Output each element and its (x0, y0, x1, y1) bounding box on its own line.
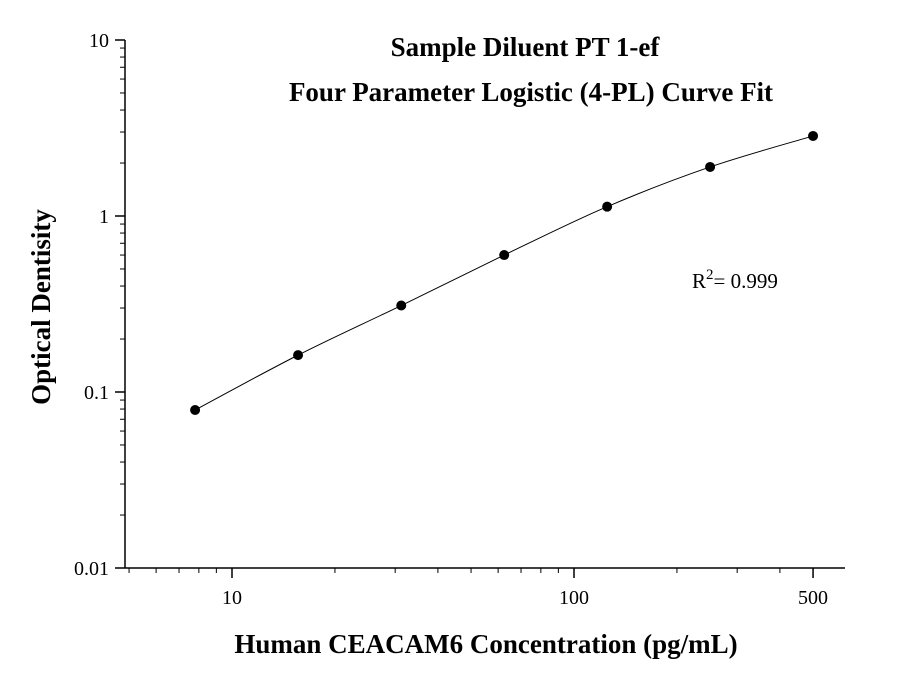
plot-frame (124, 40, 845, 569)
y-axis-label: Optical Dentisity (26, 209, 56, 405)
data-point (293, 350, 304, 361)
r-squared-value: = 0.999 (714, 269, 778, 293)
r-squared-prefix: R (692, 269, 706, 293)
chart-title-line-2: Four Parameter Logistic (4-PL) Curve Fit (289, 77, 773, 107)
data-point (602, 201, 613, 212)
y-tick-label: 1 (99, 206, 109, 228)
data-point (396, 300, 407, 311)
r-squared-superscript: 2 (706, 267, 714, 283)
y-tick-label: 10 (89, 30, 109, 52)
data-point (808, 130, 819, 141)
chart-title: Sample Diluent PT 1-ef Four Parameter Lo… (289, 32, 773, 107)
data-point (705, 161, 716, 172)
x-tick-label: 100 (559, 587, 589, 609)
x-axis-ticks: 10 100 500 (128, 568, 828, 609)
x-tick-label: 10 (222, 587, 242, 609)
y-tick-label: 0.1 (84, 382, 109, 404)
y-tick-label: 0.01 (74, 558, 109, 580)
data-point (190, 405, 201, 416)
chart-title-line-1: Sample Diluent PT 1-ef (391, 32, 661, 62)
r-squared-annotation: R2= 0.999 (692, 267, 778, 293)
y-axis-ticks: 0.01 0.1 1 10 (74, 30, 125, 580)
data-point (499, 250, 510, 261)
x-axis-label: Human CEACAM6 Concentration (pg/mL) (234, 629, 737, 659)
data-points (190, 130, 819, 416)
x-tick-label: 500 (798, 587, 828, 609)
